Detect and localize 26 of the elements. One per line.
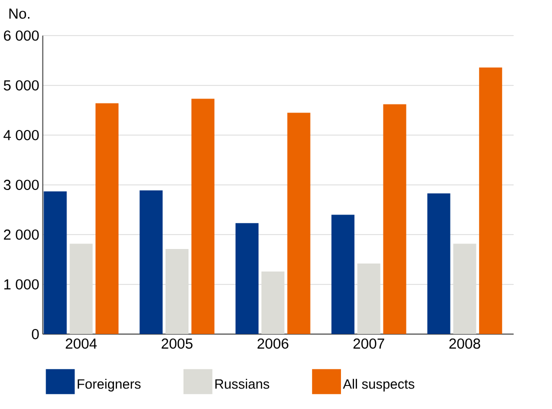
legend-label: All suspects: [342, 378, 414, 392]
y-tick-label: 6 000: [4, 30, 39, 41]
bar: [236, 223, 259, 334]
bar: [96, 103, 119, 334]
bar: [191, 98, 214, 334]
legend-label: Foreigners: [78, 378, 141, 392]
x-tick-label: 2008: [449, 338, 480, 349]
bar: [287, 112, 310, 334]
y-tick-label: 0: [32, 328, 39, 340]
x-tick-label: 2005: [162, 338, 192, 349]
legend-label: Russians: [215, 378, 270, 389]
y-tick-label: 2 000: [4, 229, 39, 240]
x-tick-label: 2006: [258, 338, 288, 349]
y-tick-label: 5 000: [4, 80, 39, 90]
y-axis-title: No.: [9, 8, 30, 19]
bar: [140, 190, 163, 334]
y-tick-label: 4 000: [4, 130, 39, 140]
y-tick-label: 1 000: [4, 279, 39, 290]
x-tick-label: 2004: [66, 338, 97, 349]
x-tick-label: 2007: [353, 338, 384, 349]
bar: [479, 67, 502, 334]
y-tick-label: 3 000: [4, 180, 39, 190]
bar: [383, 104, 406, 334]
bar: [331, 214, 354, 334]
bar: [44, 191, 67, 334]
bar: [427, 193, 450, 334]
